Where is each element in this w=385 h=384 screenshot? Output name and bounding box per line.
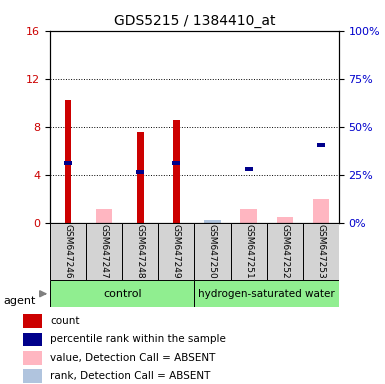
Bar bbox=[65, 100, 71, 223]
Text: agent: agent bbox=[4, 296, 36, 306]
FancyBboxPatch shape bbox=[303, 223, 339, 280]
Bar bbox=[313, 199, 329, 223]
Bar bbox=[276, 217, 293, 223]
FancyBboxPatch shape bbox=[158, 223, 194, 280]
Text: rank, Detection Call = ABSENT: rank, Detection Call = ABSENT bbox=[50, 371, 211, 381]
Bar bbox=[204, 220, 221, 223]
Bar bbox=[96, 209, 112, 223]
Bar bbox=[136, 170, 144, 174]
Text: GSM647247: GSM647247 bbox=[100, 224, 109, 279]
FancyBboxPatch shape bbox=[194, 223, 231, 280]
Text: GSM647249: GSM647249 bbox=[172, 224, 181, 279]
FancyBboxPatch shape bbox=[231, 223, 266, 280]
FancyBboxPatch shape bbox=[86, 223, 122, 280]
Text: value, Detection Call = ABSENT: value, Detection Call = ABSENT bbox=[50, 353, 216, 363]
Text: control: control bbox=[103, 289, 142, 299]
Bar bbox=[172, 161, 180, 165]
Bar bbox=[23, 314, 42, 328]
Bar bbox=[204, 222, 221, 223]
FancyBboxPatch shape bbox=[194, 280, 339, 307]
Text: GSM647251: GSM647251 bbox=[244, 224, 253, 279]
Text: count: count bbox=[50, 316, 80, 326]
Bar bbox=[317, 142, 325, 147]
Title: GDS5215 / 1384410_at: GDS5215 / 1384410_at bbox=[114, 14, 275, 28]
Text: percentile rank within the sample: percentile rank within the sample bbox=[50, 334, 226, 344]
FancyBboxPatch shape bbox=[122, 223, 158, 280]
Bar bbox=[23, 369, 42, 383]
Bar bbox=[241, 209, 257, 223]
Bar bbox=[23, 351, 42, 365]
Text: GSM647252: GSM647252 bbox=[280, 224, 289, 279]
Bar bbox=[137, 131, 144, 223]
Bar bbox=[23, 333, 42, 346]
FancyBboxPatch shape bbox=[266, 223, 303, 280]
Text: GSM647250: GSM647250 bbox=[208, 224, 217, 279]
Text: GSM647246: GSM647246 bbox=[64, 224, 73, 279]
FancyBboxPatch shape bbox=[50, 280, 194, 307]
Text: hydrogen-saturated water: hydrogen-saturated water bbox=[198, 289, 335, 299]
Bar bbox=[173, 119, 180, 223]
Text: GSM647253: GSM647253 bbox=[316, 224, 325, 279]
Bar bbox=[64, 161, 72, 165]
Text: GSM647248: GSM647248 bbox=[136, 224, 145, 279]
FancyBboxPatch shape bbox=[50, 223, 86, 280]
Bar bbox=[244, 167, 253, 171]
